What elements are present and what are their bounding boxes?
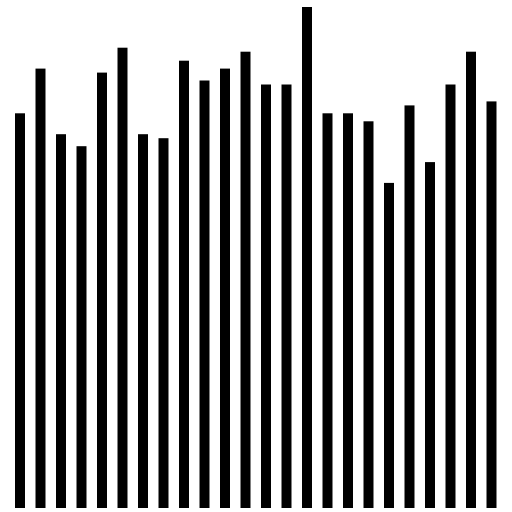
bar-4 bbox=[76, 146, 87, 508]
bar-18 bbox=[363, 121, 374, 509]
bar-9 bbox=[179, 60, 189, 508]
bar-11 bbox=[220, 68, 230, 508]
bar-2 bbox=[35, 68, 46, 508]
bar-16 bbox=[322, 113, 333, 509]
bar-6 bbox=[117, 47, 128, 508]
bar-10 bbox=[199, 80, 210, 508]
bar-12 bbox=[240, 51, 251, 508]
bar-22 bbox=[445, 84, 456, 508]
bar-7 bbox=[138, 134, 148, 508]
bar-23 bbox=[466, 51, 476, 508]
bar-8 bbox=[158, 138, 169, 508]
bar-20 bbox=[404, 105, 415, 509]
bar-13 bbox=[261, 84, 271, 508]
bar-14 bbox=[281, 84, 292, 508]
bar-15 bbox=[302, 7, 312, 508]
bar-21 bbox=[425, 162, 435, 508]
bar-24 bbox=[486, 101, 497, 509]
bar-19 bbox=[384, 182, 394, 508]
bar-3 bbox=[56, 134, 66, 508]
bar-1 bbox=[15, 113, 25, 509]
bar-5 bbox=[97, 72, 107, 508]
bar-17 bbox=[343, 113, 353, 509]
